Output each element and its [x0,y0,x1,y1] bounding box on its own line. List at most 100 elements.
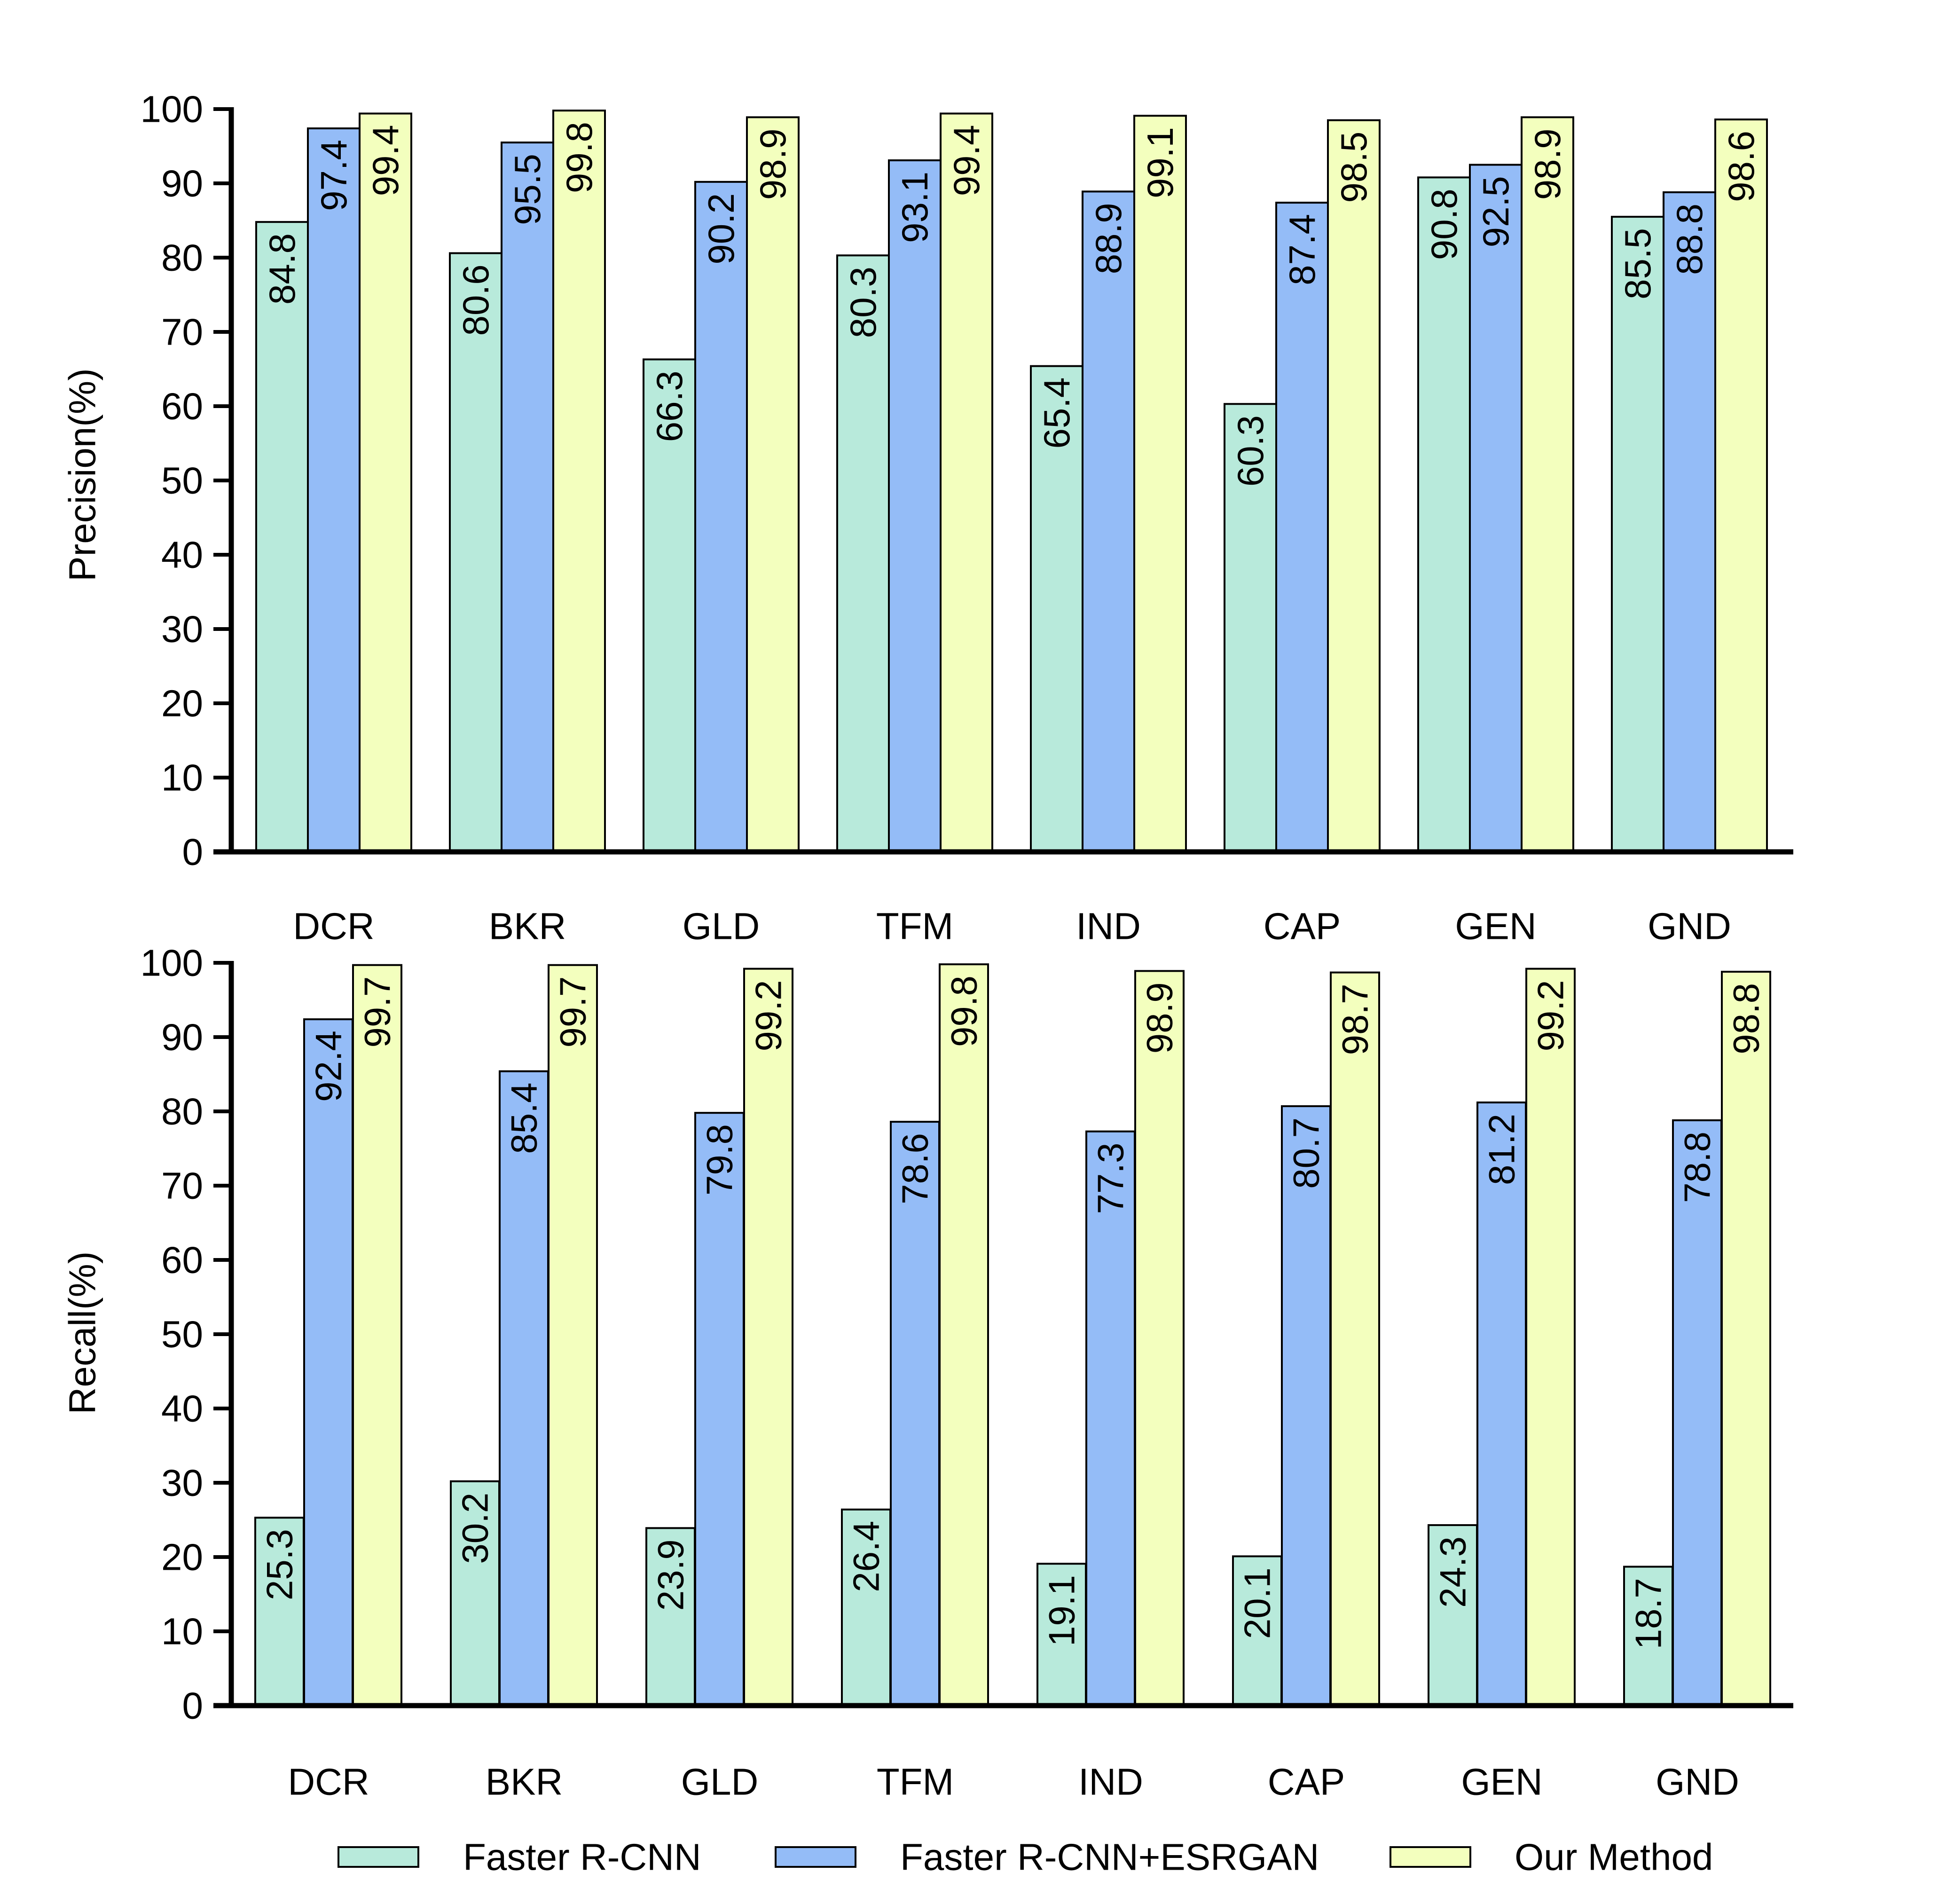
precision-value-label-faster-rcnn-gld: 66.3 [649,370,690,442]
recall-bar-faster-rcnn-esrgan-cap [1281,1105,1331,1707]
precision-y-tick-label: 70 [161,311,203,353]
legend-label-faster-rcnn-esrgan: Faster R-CNN+ESRGAN [900,1836,1319,1878]
precision-value-label-our-method-ind: 99.1 [1139,127,1181,198]
recall-bar-faster-rcnn-dcr [254,1517,305,1707]
recall-value-label-our-method-cap: 98.7 [1335,984,1376,1055]
precision-bar-faster-rcnn-esrgan-gnd [1663,191,1716,853]
recall-value-label-faster-rcnn-bkr: 30.2 [455,1493,496,1564]
chart-legend: Faster R-CNN Faster R-CNN+ESRGAN Our Metho… [338,1836,1713,1878]
recall-y-axis-title: Recall(%) [62,1251,103,1415]
legend-label-faster-rcnn: Faster R-CNN [463,1836,701,1878]
recall-y-tick-label: 60 [161,1239,203,1281]
precision-value-label-faster-rcnn-ind: 65.4 [1036,378,1077,449]
recall-bar-faster-rcnn-esrgan-gnd [1672,1119,1722,1707]
precision-bar-faster-rcnn-esrgan-dcr [307,127,361,853]
precision-category-label-tfm: TFM [876,905,953,947]
precision-value-label-our-method-gen: 98.9 [1527,128,1568,200]
recall-category-label-bkr: BKR [486,1761,563,1803]
recall-value-label-faster-rcnn-esrgan-tfm: 78.6 [895,1133,936,1204]
precision-category-label-gnd: GND [1648,905,1731,947]
precision-bar-faster-rcnn-esrgan-bkr [501,142,554,853]
recall-bar-our-method-gld [743,968,793,1707]
recall-bar-our-method-tfm [939,963,989,1707]
recall-value-label-our-method-gld: 99.2 [748,980,789,1052]
precision-bar-our-method-bkr [552,110,606,853]
precision-y-tick-label: 0 [182,831,204,873]
recall-category-label-gnd: GND [1656,1761,1739,1803]
recall-value-label-faster-rcnn-tfm: 26.4 [846,1521,887,1592]
recall-y-tick-label: 90 [161,1016,203,1058]
precision-bar-faster-rcnn-esrgan-tfm [888,159,942,853]
recall-category-label-ind: IND [1078,1761,1143,1803]
recall-value-label-our-method-ind: 98.9 [1139,982,1180,1054]
precision-value-label-faster-rcnn-gnd: 85.5 [1617,228,1658,299]
recall-bar-our-method-cap [1330,971,1380,1707]
recall-chart: 0102030405060708090100Recall(%)25.392.49… [62,942,1793,1803]
recall-value-label-faster-rcnn-cap: 20.1 [1237,1567,1278,1639]
recall-y-tick-label: 80 [161,1091,203,1133]
recall-value-label-faster-rcnn-dcr: 25.3 [259,1529,300,1600]
recall-value-label-faster-rcnn-esrgan-gnd: 78.8 [1677,1132,1718,1203]
precision-bar-faster-rcnn-esrgan-ind [1082,190,1135,853]
precision-bar-faster-rcnn-ind [1030,365,1083,853]
precision-value-label-faster-rcnn-esrgan-bkr: 95.5 [507,154,548,225]
precision-bar-faster-rcnn-tfm [836,254,890,853]
recall-value-label-our-method-bkr: 99.7 [552,976,594,1048]
recall-bar-our-method-gen [1525,968,1576,1707]
precision-bar-our-method-gnd [1714,118,1768,853]
precision-y-tick-label: 100 [141,88,203,130]
recall-value-label-faster-rcnn-gen: 24.3 [1432,1536,1474,1608]
precision-bar-faster-rcnn-esrgan-cap [1275,202,1329,853]
recall-value-label-faster-rcnn-ind: 19.1 [1041,1575,1083,1646]
precision-value-label-our-method-cap: 98.5 [1333,132,1374,203]
precision-y-axis-title: Precision(%) [62,368,103,581]
precision-value-label-our-method-bkr: 99.8 [558,122,600,193]
recall-category-label-gen: GEN [1461,1761,1542,1803]
recall-value-label-our-method-tfm: 99.8 [943,976,985,1047]
precision-bar-faster-rcnn-gld [643,358,696,853]
recall-y-tick-label: 0 [182,1685,204,1727]
precision-category-label-ind: IND [1076,905,1141,947]
precision-value-label-faster-rcnn-esrgan-gld: 90.2 [700,193,742,265]
recall-category-label-cap: CAP [1268,1761,1345,1803]
recall-bar-faster-rcnn-esrgan-gen [1476,1101,1527,1707]
precision-value-label-faster-rcnn-tfm: 80.3 [842,267,884,338]
precision-value-label-faster-rcnn-cap: 60.3 [1230,415,1271,487]
recall-value-label-faster-rcnn-esrgan-bkr: 85.4 [503,1083,545,1154]
precision-bar-faster-rcnn-esrgan-gen [1469,164,1523,853]
precision-bar-faster-rcnn-gen [1417,176,1471,853]
precision-category-label-gld: GLD [683,905,760,947]
precision-bar-our-method-gld [746,116,800,853]
precision-y-tick-label: 90 [161,163,203,205]
recall-category-label-tfm: TFM [877,1761,954,1803]
recall-y-tick-label: 20 [161,1536,203,1578]
recall-value-label-faster-rcnn-gld: 23.9 [650,1539,691,1611]
precision-bar-faster-rcnn-dcr [255,221,309,853]
recall-value-label-our-method-gnd: 98.8 [1726,983,1767,1054]
precision-y-tick-label: 30 [161,608,203,650]
recall-bar-faster-rcnn-esrgan-dcr [303,1018,353,1707]
recall-bar-faster-rcnn-tfm [841,1508,891,1707]
precision-category-label-gen: GEN [1455,905,1536,947]
recall-y-tick-label: 100 [141,942,203,984]
precision-value-label-faster-rcnn-gen: 90.8 [1423,189,1465,260]
recall-value-label-faster-rcnn-esrgan-cap: 80.7 [1286,1117,1327,1189]
precision-value-label-faster-rcnn-esrgan-gen: 92.5 [1475,176,1516,248]
recall-y-tick-label: 50 [161,1314,203,1355]
recall-bar-our-method-bkr [548,964,598,1707]
precision-value-label-faster-rcnn-esrgan-gnd: 88.8 [1669,204,1710,275]
recall-bar-faster-rcnn-esrgan-bkr [499,1070,549,1707]
precision-bar-our-method-tfm [940,112,993,853]
precision-bar-our-method-gen [1521,116,1574,853]
precision-y-tick-label: 80 [161,237,203,279]
precision-category-label-bkr: BKR [489,905,566,947]
precision-bar-our-method-cap [1327,119,1381,853]
recall-bar-faster-rcnn-esrgan-ind [1085,1130,1136,1707]
recall-bar-our-method-dcr [352,964,402,1707]
recall-value-label-faster-rcnn-esrgan-gen: 81.2 [1481,1114,1523,1185]
precision-value-label-faster-rcnn-esrgan-dcr: 97.4 [313,140,354,211]
precision-y-tick-label: 40 [161,534,203,576]
recall-bar-our-method-ind [1134,970,1185,1707]
recall-y-tick-label: 10 [161,1611,203,1652]
